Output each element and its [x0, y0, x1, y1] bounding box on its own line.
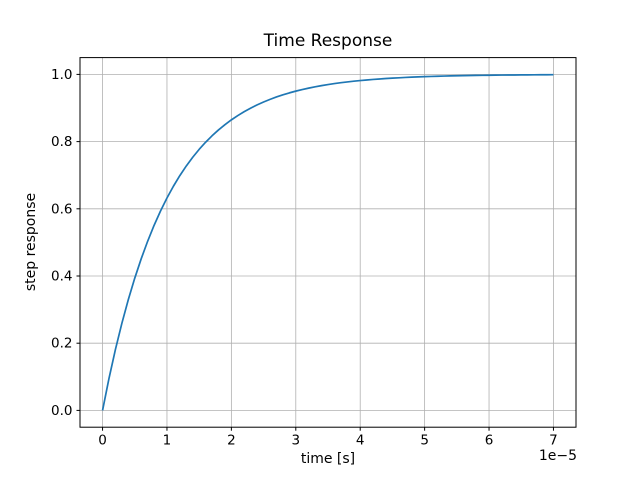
x-axis-label: time [s] [300, 451, 356, 467]
x-axis-offset-label: 1e−5 [538, 448, 577, 464]
y-tick-label: 0.4 [51, 269, 72, 285]
x-tick-label: 4 [356, 433, 365, 449]
step-response-line [101, 73, 554, 411]
x-tick-label: 0 [98, 433, 107, 449]
x-tick-label: 3 [291, 433, 300, 449]
x-tick-label: 7 [549, 433, 558, 449]
x-tick-label: 6 [485, 433, 494, 449]
y-tick-label: 0.0 [51, 403, 72, 419]
x-tick-label: 2 [227, 433, 236, 449]
y-tick-label: 0.8 [51, 134, 72, 150]
y-tick-label: 0.2 [51, 336, 72, 352]
x-tick-label: 1 [163, 433, 172, 449]
x-tick-label: 5 [420, 433, 429, 449]
y-tick-label: 1.0 [51, 67, 72, 83]
axes-frame [79, 57, 577, 428]
y-tick-label: 0.6 [51, 201, 72, 217]
chart-title: Time Response [263, 31, 393, 51]
